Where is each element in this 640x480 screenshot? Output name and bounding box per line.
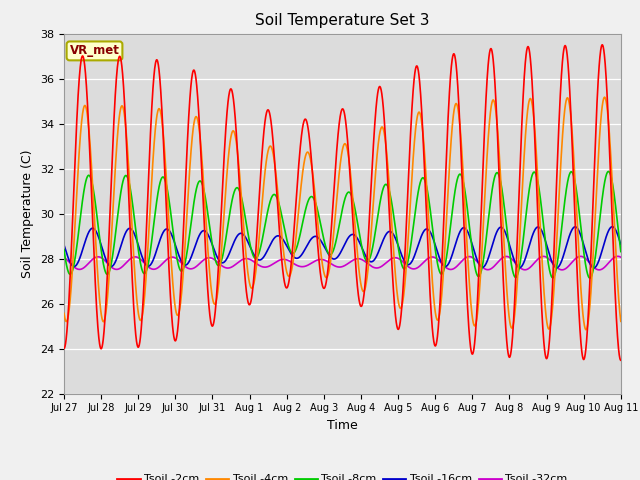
Text: VR_met: VR_met bbox=[70, 44, 120, 58]
Legend: Tsoil -2cm, Tsoil -4cm, Tsoil -8cm, Tsoil -16cm, Tsoil -32cm: Tsoil -2cm, Tsoil -4cm, Tsoil -8cm, Tsoi… bbox=[113, 470, 572, 480]
Title: Soil Temperature Set 3: Soil Temperature Set 3 bbox=[255, 13, 429, 28]
Y-axis label: Soil Temperature (C): Soil Temperature (C) bbox=[22, 149, 35, 278]
X-axis label: Time: Time bbox=[327, 419, 358, 432]
